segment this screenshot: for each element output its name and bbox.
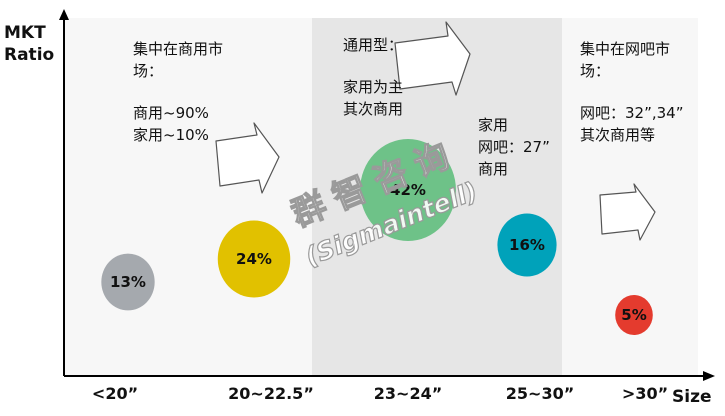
block-arrow	[394, 21, 471, 96]
right-panel-title-line2: 场：	[580, 62, 611, 80]
block-arrow	[215, 122, 280, 194]
middle-panel-detail-line1: 家用为主	[343, 78, 404, 96]
y-axis-label: MKT Ratio	[4, 22, 54, 66]
mid-right-panel-line1: 家用	[478, 116, 509, 134]
mid-right-panel-line2: 网吧：27”	[478, 138, 550, 156]
axes	[59, 9, 715, 381]
x-axis-label: Size	[672, 387, 712, 407]
bubble-value-label: 16%	[509, 236, 545, 254]
left-panel-detail-line2: 家用~10%	[133, 126, 209, 144]
left-panel-detail-line1: 商用~90%	[133, 104, 209, 122]
y-axis-label-line2: Ratio	[4, 45, 55, 65]
bubble-2	[360, 139, 456, 241]
left-panel-annotation: 集中在商用市 场： 商用~90% 家用~10%	[133, 38, 223, 146]
right-panel-detail-line1: 网吧：32”,34”	[580, 104, 684, 122]
left-panel-title-line1: 集中在商用市	[133, 40, 224, 58]
mid-right-panel-annotation: 家用 网吧：27” 商用	[478, 114, 550, 180]
bubble-0	[101, 253, 155, 311]
right-panel-detail-line2: 其次商用等	[580, 126, 656, 144]
bubbles	[101, 139, 653, 335]
x-tick-label: >30”	[621, 384, 669, 403]
y-axis-arrowhead	[59, 9, 69, 20]
bubble-1	[217, 220, 291, 298]
x-tick-label: 23~24”	[373, 384, 443, 403]
middle-panel-detail-line2: 其次商用	[343, 100, 404, 118]
block-arrow	[599, 183, 656, 241]
right-panel-annotation: 集中在网吧市 场： 网吧：32”,34” 其次商用等	[580, 38, 683, 146]
y-axis-label-line1: MKT	[4, 23, 46, 43]
middle-panel-annotation: 通用型： 家用为主 其次商用	[343, 34, 403, 120]
right-panel-title-line1: 集中在网吧市	[580, 40, 671, 58]
x-tick-label: 25~30”	[505, 384, 575, 403]
x-axis-arrowhead	[703, 371, 715, 381]
bubble-value-label: 5%	[621, 306, 647, 324]
x-tick-label: 20~22.5”	[228, 384, 314, 403]
bubble-value-label: 13%	[110, 273, 146, 291]
band-light-left	[64, 18, 312, 376]
middle-panel-title-line1: 通用型：	[343, 36, 404, 54]
bubble-4	[615, 295, 653, 335]
mid-right-panel-line3: 商用	[478, 160, 509, 178]
left-panel-title-line2: 场：	[133, 62, 164, 80]
bubble-value-label: 24%	[236, 250, 272, 268]
bubble-value-label: 42%	[390, 181, 426, 199]
x-tick-label: <20”	[91, 384, 139, 403]
arrows	[215, 21, 656, 241]
bubble-3	[497, 213, 557, 277]
